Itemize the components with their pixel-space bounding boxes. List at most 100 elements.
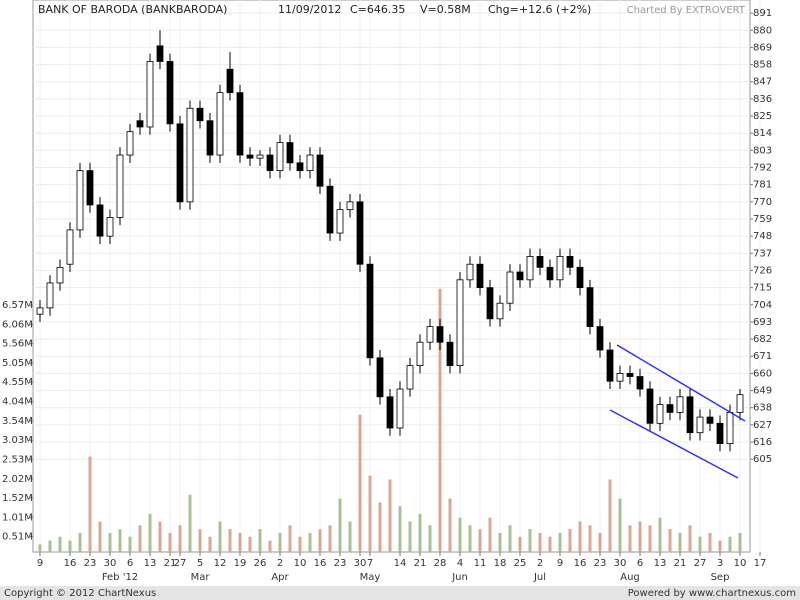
- volume-bar: [78, 532, 82, 552]
- volume-bar: [498, 532, 502, 552]
- x-tick-label: 18: [494, 558, 507, 569]
- volume-bar: [368, 475, 372, 552]
- candle-body: [456, 279, 464, 367]
- close-label: C=646.35: [350, 3, 405, 16]
- volume-bar: [568, 529, 572, 552]
- x-tick-label: 2: [277, 558, 283, 569]
- volume-bar: [298, 536, 302, 552]
- y2-tick-label: 3.03M: [2, 435, 33, 446]
- volume-bar: [398, 506, 402, 552]
- volume-bar: [708, 532, 712, 552]
- candle-body: [696, 416, 704, 434]
- candle-body: [206, 120, 214, 156]
- volume-bar: [608, 479, 612, 552]
- volume-bar: [98, 521, 102, 552]
- x-tick-label: 26: [254, 558, 267, 569]
- y-tick-label: 660: [753, 368, 772, 379]
- x-tick-label: 5: [197, 558, 203, 569]
- y-tick-label: 638: [753, 403, 772, 414]
- candle-body: [106, 217, 114, 237]
- candle-body: [46, 282, 54, 309]
- x-tick-label: 16: [314, 558, 327, 569]
- candle-body: [586, 287, 594, 328]
- month-label: Mar: [191, 572, 211, 583]
- volume-bar: [238, 532, 242, 552]
- volume-bar: [148, 513, 152, 552]
- candle-body: [76, 170, 84, 231]
- volume-bar: [168, 532, 172, 552]
- y-tick-label: 814: [753, 128, 772, 139]
- x-tick-label: 23: [84, 558, 97, 569]
- candle-body: [476, 263, 484, 289]
- y-tick-label: 715: [753, 283, 772, 294]
- candle-body: [126, 131, 134, 156]
- volume-bar: [58, 536, 62, 552]
- volume-bar: [68, 540, 72, 552]
- candle-body: [466, 263, 474, 281]
- candle-body: [296, 162, 304, 172]
- volume-bar: [618, 498, 622, 552]
- month-label: Feb '12: [102, 572, 138, 583]
- volume-bar: [228, 529, 232, 552]
- plot-area: [32, 0, 751, 553]
- candle-body: [176, 123, 184, 203]
- candle-body: [396, 388, 404, 429]
- candle-body: [376, 357, 384, 398]
- volume-bar: [38, 544, 42, 552]
- volume-label: V=0.58M: [420, 3, 471, 16]
- candle-body: [356, 201, 364, 265]
- y-tick-label: 836: [753, 94, 772, 105]
- x-tick-label: 14: [394, 558, 407, 569]
- copyright: Copyright © 2012 ChartNexus: [4, 588, 156, 599]
- candle-body: [626, 373, 634, 377]
- y-tick-label: 693: [753, 317, 772, 328]
- candle-body: [426, 326, 434, 343]
- month-label: Sep: [711, 572, 730, 583]
- y-tick-label: 858: [753, 60, 772, 71]
- volume-bar: [718, 540, 722, 552]
- candle-body: [416, 341, 424, 367]
- volume-bar: [558, 532, 562, 552]
- volume-bar: [198, 529, 202, 552]
- volume-bar: [628, 525, 632, 552]
- volume-bar: [258, 529, 262, 552]
- y2-tick-label: 5.05M: [2, 358, 33, 369]
- volume-bar: [348, 521, 352, 552]
- volume-bar: [678, 532, 682, 552]
- volume-bar: [158, 521, 162, 552]
- x-tick-label: 3: [717, 558, 723, 569]
- volume-bar: [448, 498, 452, 552]
- candle-body: [276, 142, 284, 172]
- x-tick-label: 6: [127, 558, 133, 569]
- volume-bar: [598, 532, 602, 552]
- candle-body: [436, 326, 444, 343]
- candle-body: [666, 404, 674, 413]
- x-tick-label: 10: [294, 558, 307, 569]
- x-tick-label: 13: [654, 558, 667, 569]
- x-tick-label: 9: [557, 558, 563, 569]
- candle-body: [256, 154, 264, 159]
- volume-bar: [588, 525, 592, 552]
- candle-body: [306, 154, 314, 172]
- candle-body: [446, 341, 454, 367]
- x-tick-label: 28: [434, 558, 447, 569]
- trend-line: [616, 344, 746, 422]
- y-tick-label: 770: [753, 197, 772, 208]
- volume-bar: [658, 517, 662, 552]
- y-tick-label: 781: [753, 180, 772, 191]
- candle-body: [716, 422, 724, 444]
- candle-body: [736, 394, 744, 413]
- y-tick-label: 726: [753, 265, 772, 276]
- y-tick-label: 605: [753, 454, 772, 465]
- y2-tick-label: 6.57M: [2, 300, 33, 311]
- candle-body: [116, 154, 124, 218]
- volume-bar: [138, 525, 142, 552]
- volume-bar: [338, 498, 342, 552]
- candle-body: [366, 263, 374, 359]
- y2-tick-label: 4.04M: [2, 397, 33, 408]
- volume-bar: [188, 494, 192, 552]
- y2-tick-label: 3.54M: [2, 416, 33, 427]
- month-label: Jun: [451, 572, 468, 583]
- volume-bar: [268, 540, 272, 552]
- volume-bar: [48, 540, 52, 552]
